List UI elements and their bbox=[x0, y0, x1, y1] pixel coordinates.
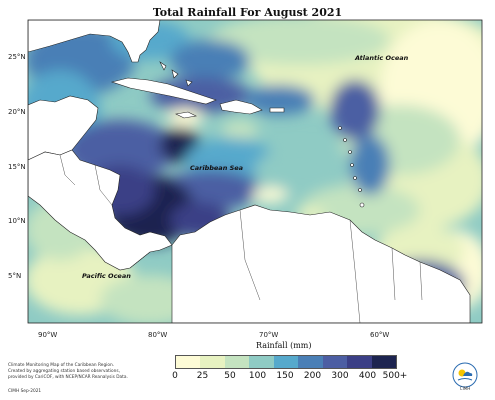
logo-label: CIMH bbox=[459, 386, 471, 391]
place-label-pacific: Pacific Ocean bbox=[82, 272, 131, 280]
legend-tick-label: 300 bbox=[331, 371, 349, 381]
legend-swatch bbox=[224, 356, 250, 368]
legend-colorbar bbox=[175, 355, 397, 369]
legend-tick-label: 400 bbox=[358, 371, 377, 381]
place-label-caribbean: Caribbean Sea bbox=[190, 164, 243, 172]
legend-swatch bbox=[371, 356, 396, 368]
lat-label-5n: 5°N bbox=[8, 272, 22, 280]
florida-land bbox=[28, 20, 161, 63]
lon-label-70w: 70°W bbox=[259, 331, 279, 339]
legend-swatch bbox=[347, 356, 372, 368]
legend-tick-label: 150 bbox=[276, 371, 294, 381]
legend-swatch bbox=[200, 356, 225, 368]
puerto-rico-land bbox=[269, 107, 285, 113]
lat-label-20n: 20°N bbox=[8, 108, 26, 116]
credit-line-2: Created by aggregating station based obs… bbox=[8, 369, 120, 374]
lat-label-25n: 25°N bbox=[8, 53, 26, 61]
credit-line-1: Climate Monitoring Map of the Caribbean … bbox=[8, 363, 115, 368]
jamaica-land bbox=[175, 111, 197, 119]
legend-tick-label: 500+ bbox=[382, 371, 408, 381]
lon-label-90w: 90°W bbox=[38, 331, 58, 339]
credit-line-4: CIMH Sep-2021 bbox=[8, 389, 42, 394]
place-label-atlantic: Atlantic Ocean bbox=[354, 54, 409, 62]
bahamas-land bbox=[159, 61, 193, 87]
legend-swatch bbox=[298, 356, 323, 368]
legend-tick-label: 100 bbox=[248, 371, 267, 381]
credit-line-3: provided by CariCOF, with NCEP/NCAR Rean… bbox=[8, 375, 128, 380]
legend-tick-label: 0 bbox=[172, 371, 178, 381]
legend-tick-label: 200 bbox=[303, 371, 322, 381]
legend-swatch bbox=[273, 356, 299, 368]
central-america-land bbox=[28, 149, 173, 271]
cuba-land bbox=[110, 77, 217, 105]
lat-label-10n: 10°N bbox=[8, 217, 26, 225]
legend-tick-label: 25 bbox=[196, 371, 209, 381]
legend-swatch bbox=[322, 356, 348, 368]
legend-title: Rainfall (mm) bbox=[256, 341, 312, 350]
lon-label-80w: 80°W bbox=[148, 331, 168, 339]
hispaniola-land bbox=[219, 99, 263, 115]
legend-tick-label: 50 bbox=[224, 371, 236, 381]
lat-label-15n: 15°N bbox=[8, 163, 26, 171]
lon-label-60w: 60°W bbox=[370, 331, 390, 339]
legend-swatch bbox=[249, 356, 274, 368]
map-title: Total Rainfall For August 2021 bbox=[152, 6, 343, 19]
legend-swatch bbox=[176, 356, 201, 368]
cimh-logo-icon bbox=[452, 362, 478, 388]
